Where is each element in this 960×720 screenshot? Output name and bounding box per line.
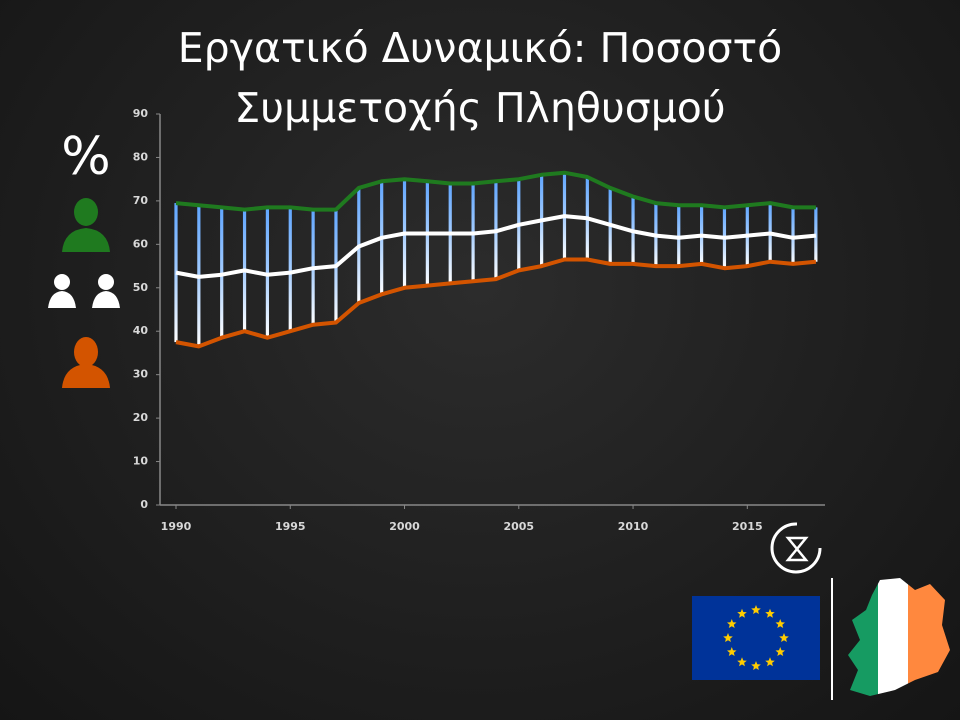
- y-tick-label: 40: [133, 324, 149, 337]
- range-bar: [220, 207, 224, 338]
- star: [723, 633, 733, 642]
- x-tick-label: 2000: [389, 520, 420, 533]
- y-tick-label: 90: [133, 107, 149, 120]
- series-line: [175, 170, 816, 212]
- x-tick-label: 1990: [161, 520, 192, 533]
- x-tick-label: 1995: [275, 520, 306, 533]
- range-bar: [677, 205, 681, 267]
- y-tick-label: 30: [133, 368, 149, 381]
- y-tick-label: 10: [133, 455, 149, 468]
- star: [737, 657, 747, 667]
- star: [775, 619, 785, 628]
- series-line: [175, 257, 817, 349]
- range-bar: [791, 207, 795, 264]
- ireland-map: [848, 578, 950, 696]
- male-icon: [62, 198, 110, 252]
- x-tick-label: 2010: [618, 520, 649, 533]
- y-tick-label: 0: [140, 498, 148, 511]
- y-tick-label: 60: [133, 237, 149, 250]
- range-bar: [174, 203, 178, 343]
- star: [737, 608, 747, 618]
- star: [751, 661, 761, 670]
- history-icon: [770, 522, 822, 574]
- eu-flag: [692, 596, 820, 680]
- y-tick-label: 50: [133, 281, 149, 294]
- x-tick-label: 2015: [732, 520, 763, 533]
- star: [727, 647, 737, 656]
- y-axis-label: %: [61, 127, 110, 187]
- y-tick-label: 80: [133, 150, 149, 163]
- star: [727, 619, 737, 628]
- range-bar: [814, 207, 818, 262]
- y-tick-label: 70: [133, 194, 149, 207]
- star: [765, 608, 775, 618]
- range-bar: [288, 207, 292, 332]
- chart-title: Εργατικό Δυναμικό: Ποσοστό Συμμετοχής Πλ…: [177, 24, 783, 132]
- star: [775, 647, 785, 656]
- star: [765, 657, 775, 667]
- star: [779, 633, 789, 642]
- x-tick-label: 2005: [503, 520, 534, 533]
- people-icon: [48, 274, 120, 308]
- y-tick-label: 20: [133, 411, 149, 424]
- series-line: [175, 214, 817, 279]
- female-icon: [62, 337, 110, 388]
- star: [751, 605, 761, 614]
- range-bar: [265, 207, 270, 338]
